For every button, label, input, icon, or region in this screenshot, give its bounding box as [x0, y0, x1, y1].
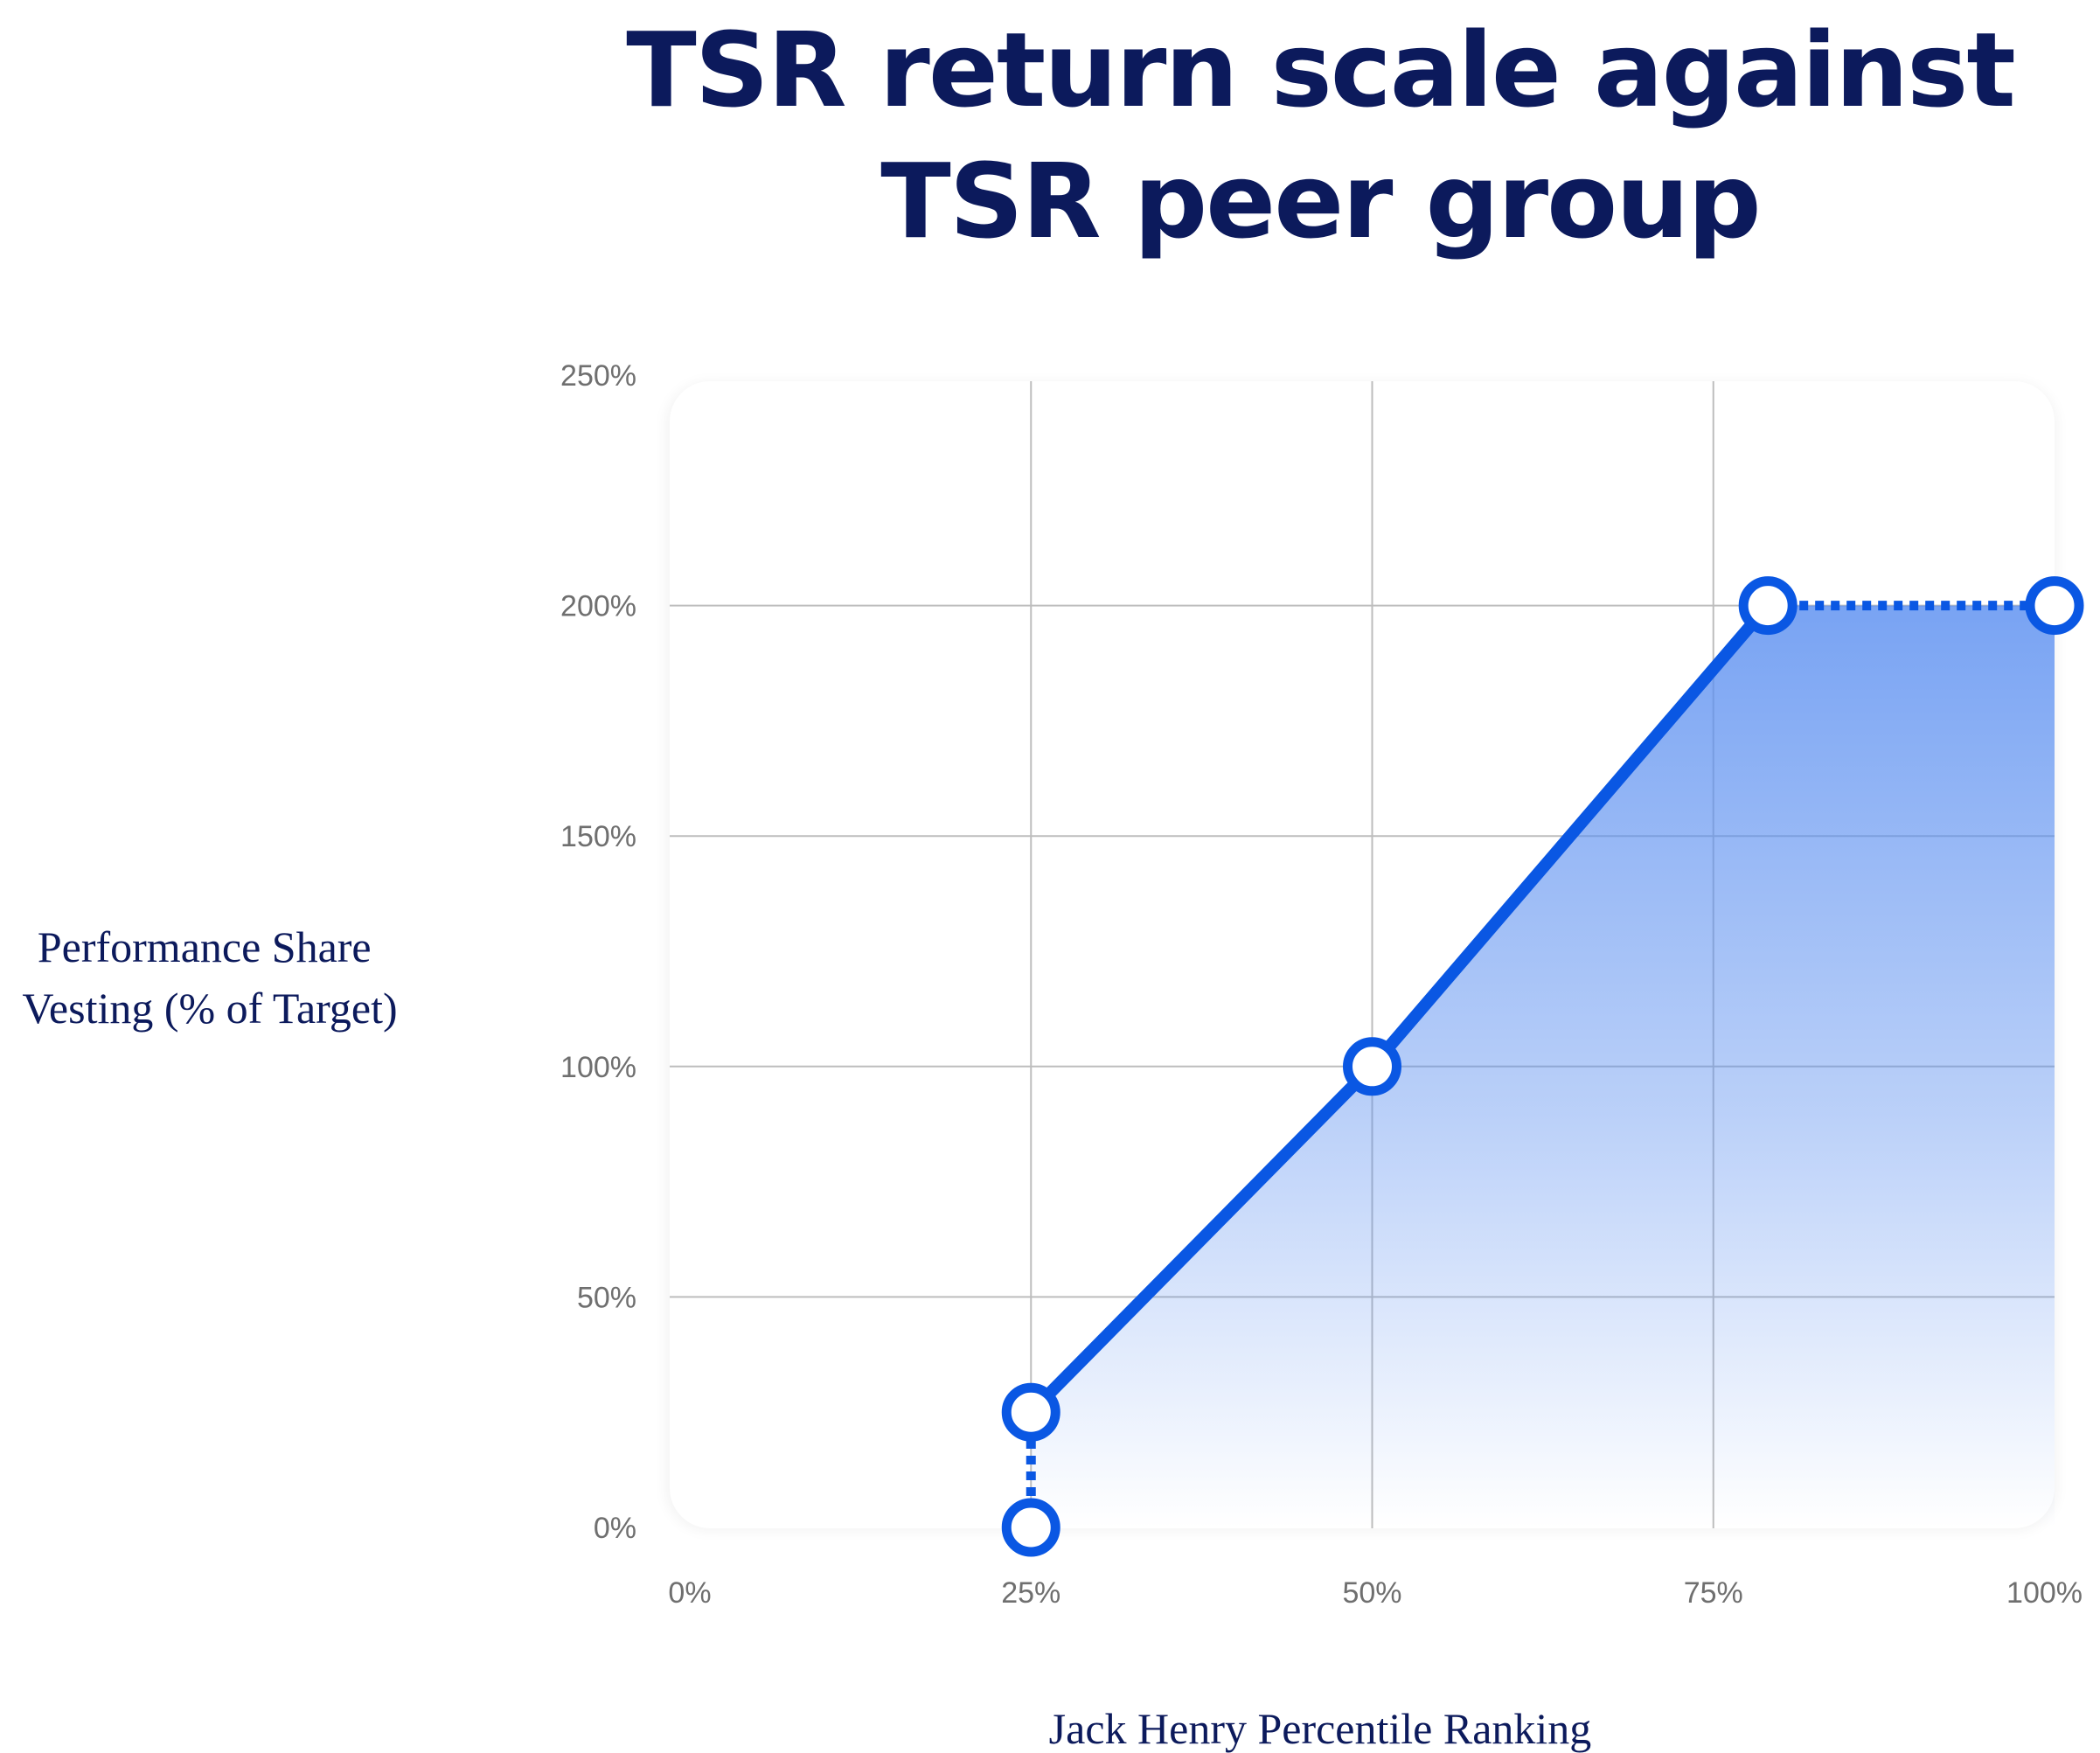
y-tick-label: 0%: [594, 1512, 636, 1545]
line-segment: [1025, 1060, 1379, 1419]
line-segment: [1366, 599, 1775, 1073]
data-point-marker: [2025, 576, 2084, 636]
x-tick-label: 25%: [1001, 1576, 1060, 1610]
x-tick-label: 0%: [668, 1576, 711, 1610]
data-point-marker: [1738, 576, 1798, 636]
y-tick-label: 50%: [577, 1281, 636, 1314]
y-axis-title-line-2: Vesting (% of Target): [22, 984, 397, 1033]
chart-title: TSR return scale against TSR peer group: [626, 10, 2016, 261]
x-axis-title: Jack Henry Percentile Ranking: [1049, 1704, 1592, 1753]
area-fill-layer: [1031, 605, 2055, 1527]
y-tick-label: 250%: [560, 359, 636, 393]
data-point-marker: [1343, 1037, 1401, 1096]
y-axis-title-line-1: Performance Share: [38, 922, 372, 971]
y-tick-label: 100%: [560, 1051, 636, 1084]
y-tick-label: 200%: [560, 590, 636, 623]
y-tick-label: 150%: [560, 820, 636, 853]
x-tick-labels: 0% 25% 50% 75% 100%: [668, 1576, 2083, 1610]
y-axis-title: Performance Share Vesting (% of Target): [22, 922, 397, 1033]
x-tick-label: 50%: [1342, 1576, 1401, 1610]
y-tick-labels: 0% 50% 100% 150% 200% 250%: [560, 359, 636, 1545]
x-tick-label: 75%: [1684, 1576, 1743, 1610]
x-tick-label: 100%: [2006, 1576, 2083, 1610]
data-point-marker: [1001, 1382, 1060, 1442]
marker-layer: [1001, 576, 2084, 1557]
data-point-marker: [1001, 1498, 1060, 1557]
area-fill: [1031, 605, 2055, 1527]
